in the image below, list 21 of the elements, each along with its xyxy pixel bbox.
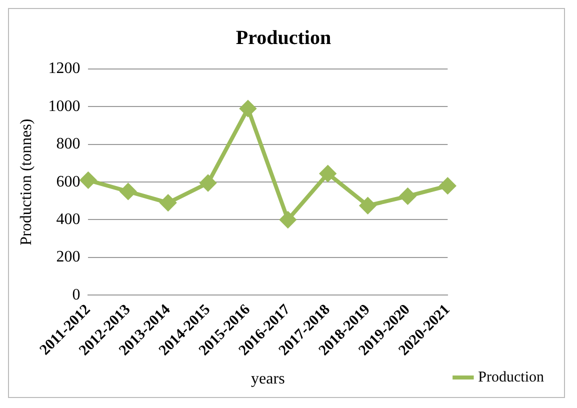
y-tick-label: 1000	[48, 98, 80, 115]
point	[400, 188, 416, 204]
y-tick-label: 200	[56, 248, 80, 266]
x-axis-title: years	[251, 370, 285, 388]
point	[160, 194, 176, 211]
point	[440, 178, 456, 194]
point	[280, 212, 296, 228]
y-tick-label: 800	[56, 136, 80, 153]
point	[200, 175, 216, 191]
point	[240, 100, 256, 117]
point	[80, 172, 96, 188]
chart-title: Production	[236, 27, 332, 50]
y-tick-label: 600	[56, 173, 80, 190]
y-tick-label: 0	[72, 286, 80, 304]
point	[120, 183, 136, 200]
y-tick-label: 1200	[48, 60, 80, 78]
legend-label: Production	[478, 369, 544, 386]
point	[320, 166, 336, 182]
y-tick-label: 400	[56, 210, 80, 228]
point	[360, 198, 376, 214]
y-axis-title: Production (tonnes)	[18, 118, 35, 246]
